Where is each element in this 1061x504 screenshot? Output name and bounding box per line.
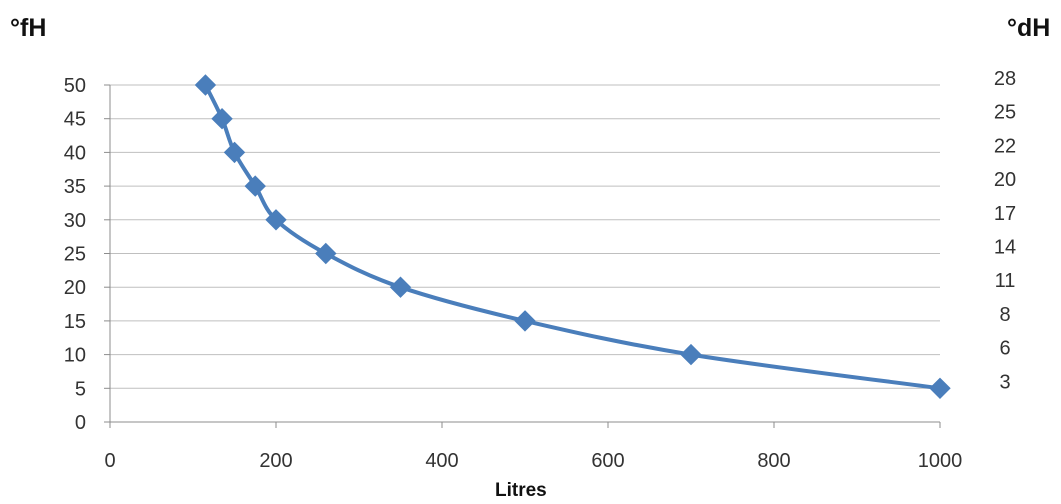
y-tick-labels: 0 5 10 15 20 25 30 35 40 45 50 <box>64 75 86 434</box>
data-point-marker <box>514 310 536 332</box>
x-tick-label: 600 <box>591 450 624 472</box>
y2-tick-label: 6 <box>999 338 1010 360</box>
y-tick-label: 50 <box>64 75 86 97</box>
y-tick-label: 10 <box>64 345 86 367</box>
y-tick-label: 25 <box>64 244 86 266</box>
y-tick-label: 45 <box>64 109 86 131</box>
y-tick-label: 15 <box>64 311 86 333</box>
data-point-marker <box>680 343 702 366</box>
axes <box>104 84 941 428</box>
y-tick-label: 0 <box>75 412 86 434</box>
data-markers <box>194 74 951 400</box>
y-tick-label: 35 <box>64 176 86 198</box>
y2-tick-label: 22 <box>994 135 1016 157</box>
data-point-marker <box>194 74 217 96</box>
data-point-marker <box>929 377 951 400</box>
data-point-marker <box>265 209 287 231</box>
grid-lines <box>110 84 940 389</box>
y-tick-label: 40 <box>64 142 86 164</box>
data-point-marker <box>244 175 266 197</box>
x-tick-label: 800 <box>757 450 790 472</box>
x-axis-title: Litres <box>495 480 547 501</box>
data-point-marker <box>389 276 412 298</box>
right-axis-unit: °dH <box>1007 14 1051 42</box>
y2-tick-label: 8 <box>999 304 1010 326</box>
y-tick-label: 20 <box>64 277 86 299</box>
y2-tick-label: 3 <box>999 371 1010 393</box>
series-line <box>203 84 941 391</box>
y2-tick-label: 11 <box>995 270 1016 292</box>
y2-tick-label: 25 <box>994 102 1016 124</box>
x-tick-labels: 0 200 400 600 800 1000 <box>104 450 962 472</box>
y2-tick-label: 28 <box>994 68 1016 90</box>
x-tick-label: 1000 <box>918 450 963 472</box>
x-tick-label: 0 <box>104 450 115 472</box>
y2-tick-label: 14 <box>994 237 1016 259</box>
left-axis-unit: °fH <box>10 14 47 42</box>
y2-tick-label: 17 <box>994 203 1016 225</box>
y2-tick-label: 20 <box>994 169 1016 191</box>
data-point-marker <box>315 242 337 265</box>
x-tick-label: 400 <box>425 450 458 472</box>
data-point-marker <box>223 141 246 164</box>
y2-tick-labels: 28 25 22 20 17 14 11 8 6 3 <box>994 68 1016 393</box>
data-point-marker <box>211 107 233 130</box>
y-tick-label: 5 <box>75 378 86 400</box>
x-tick-label: 200 <box>259 450 292 472</box>
series-line-path <box>203 84 941 391</box>
y-tick-label: 30 <box>64 210 86 232</box>
